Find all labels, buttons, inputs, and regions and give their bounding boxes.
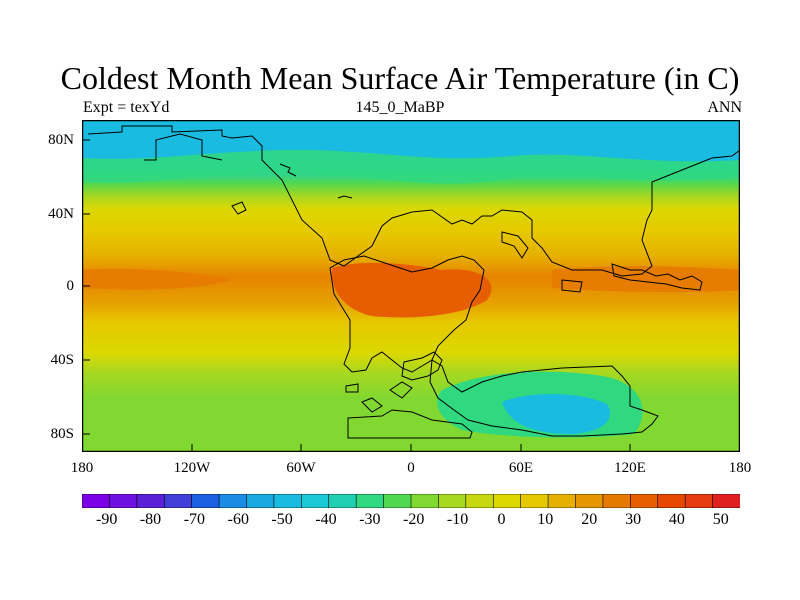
colorbar-swatch [328, 494, 357, 508]
colorbar-label: 30 [625, 511, 642, 528]
colorbar-swatch [301, 494, 330, 508]
lon-label-60e: 60E [508, 460, 534, 476]
colorbar-label: -90 [96, 511, 118, 528]
colorbar-swatch [273, 494, 303, 508]
colorbar-swatch [82, 494, 111, 508]
equatorial-warm-zone [331, 262, 492, 318]
colorbar-swatch [602, 494, 632, 508]
colorbar-swatch [109, 494, 138, 508]
colorbar-swatch [684, 494, 714, 508]
antarctic-core [502, 393, 611, 434]
colorbar-label: 50 [712, 511, 729, 528]
lat-label-40s: 40S [50, 352, 74, 368]
colorbar-label: -50 [271, 511, 293, 528]
colorbar-swatch [630, 494, 659, 508]
colorbar-swatch [163, 494, 193, 508]
lon-label-120w: 120W [173, 460, 211, 476]
colorbar-swatch [657, 494, 686, 508]
map-title: Coldest Month Mean Surface Air Temperatu… [60, 60, 740, 96]
colorbar-swatch [575, 494, 604, 508]
colorbar-swatch [520, 494, 549, 508]
colorbar-label: 20 [581, 511, 598, 528]
time-label: 145_0_MaBP [355, 99, 445, 116]
colorbar-swatch [410, 494, 440, 508]
colorbar-swatch [465, 494, 495, 508]
colorbar-label: -20 [403, 511, 425, 528]
lat-label-80s: 80S [50, 426, 74, 442]
temperature-map [82, 120, 740, 452]
lon-label-60w: 60W [286, 460, 316, 476]
colorbar-swatch [191, 494, 220, 508]
arctic-cold-zone [82, 120, 740, 162]
lat-label-80n: 80N [48, 132, 74, 148]
coastline-outlines [87, 125, 740, 439]
colorbar [82, 494, 740, 508]
lon-label-180e: 180 [728, 460, 752, 476]
colorbar-swatch [492, 494, 522, 508]
colorbar-swatch [438, 494, 467, 508]
northern-green-band [82, 149, 740, 184]
colorbar-label: -60 [227, 511, 249, 528]
colorbar-label: -30 [359, 511, 381, 528]
colorbar-label: -10 [446, 511, 469, 528]
colorbar-swatch [246, 494, 275, 508]
lon-label-0: 0 [407, 460, 415, 476]
colorbar-swatch [136, 494, 166, 508]
colorbar-swatch [712, 494, 740, 508]
colorbar-label: -70 [183, 511, 206, 528]
asia-warm-band [552, 266, 740, 293]
colorbar-label: 10 [537, 511, 554, 528]
pacific-warm-band [82, 268, 232, 290]
colorbar-label: 40 [668, 511, 685, 528]
colorbar-swatch [383, 494, 412, 508]
season-label: ANN [707, 99, 742, 116]
lon-label-120e: 120E [614, 460, 646, 476]
colorbar-label: -40 [315, 511, 337, 528]
lat-label-0: 0 [66, 278, 75, 294]
lon-label-180w: 180 [70, 460, 94, 476]
axis-ticks [82, 139, 631, 452]
colorbar-label: -80 [139, 511, 162, 528]
colorbar-swatch [547, 494, 577, 508]
colorbar-swatch [355, 494, 385, 508]
colorbar-label: 0 [497, 511, 506, 528]
experiment-label: Expt = texYd [83, 99, 170, 116]
colorbar-swatch [218, 494, 248, 508]
lat-label-40n: 40N [48, 206, 74, 222]
